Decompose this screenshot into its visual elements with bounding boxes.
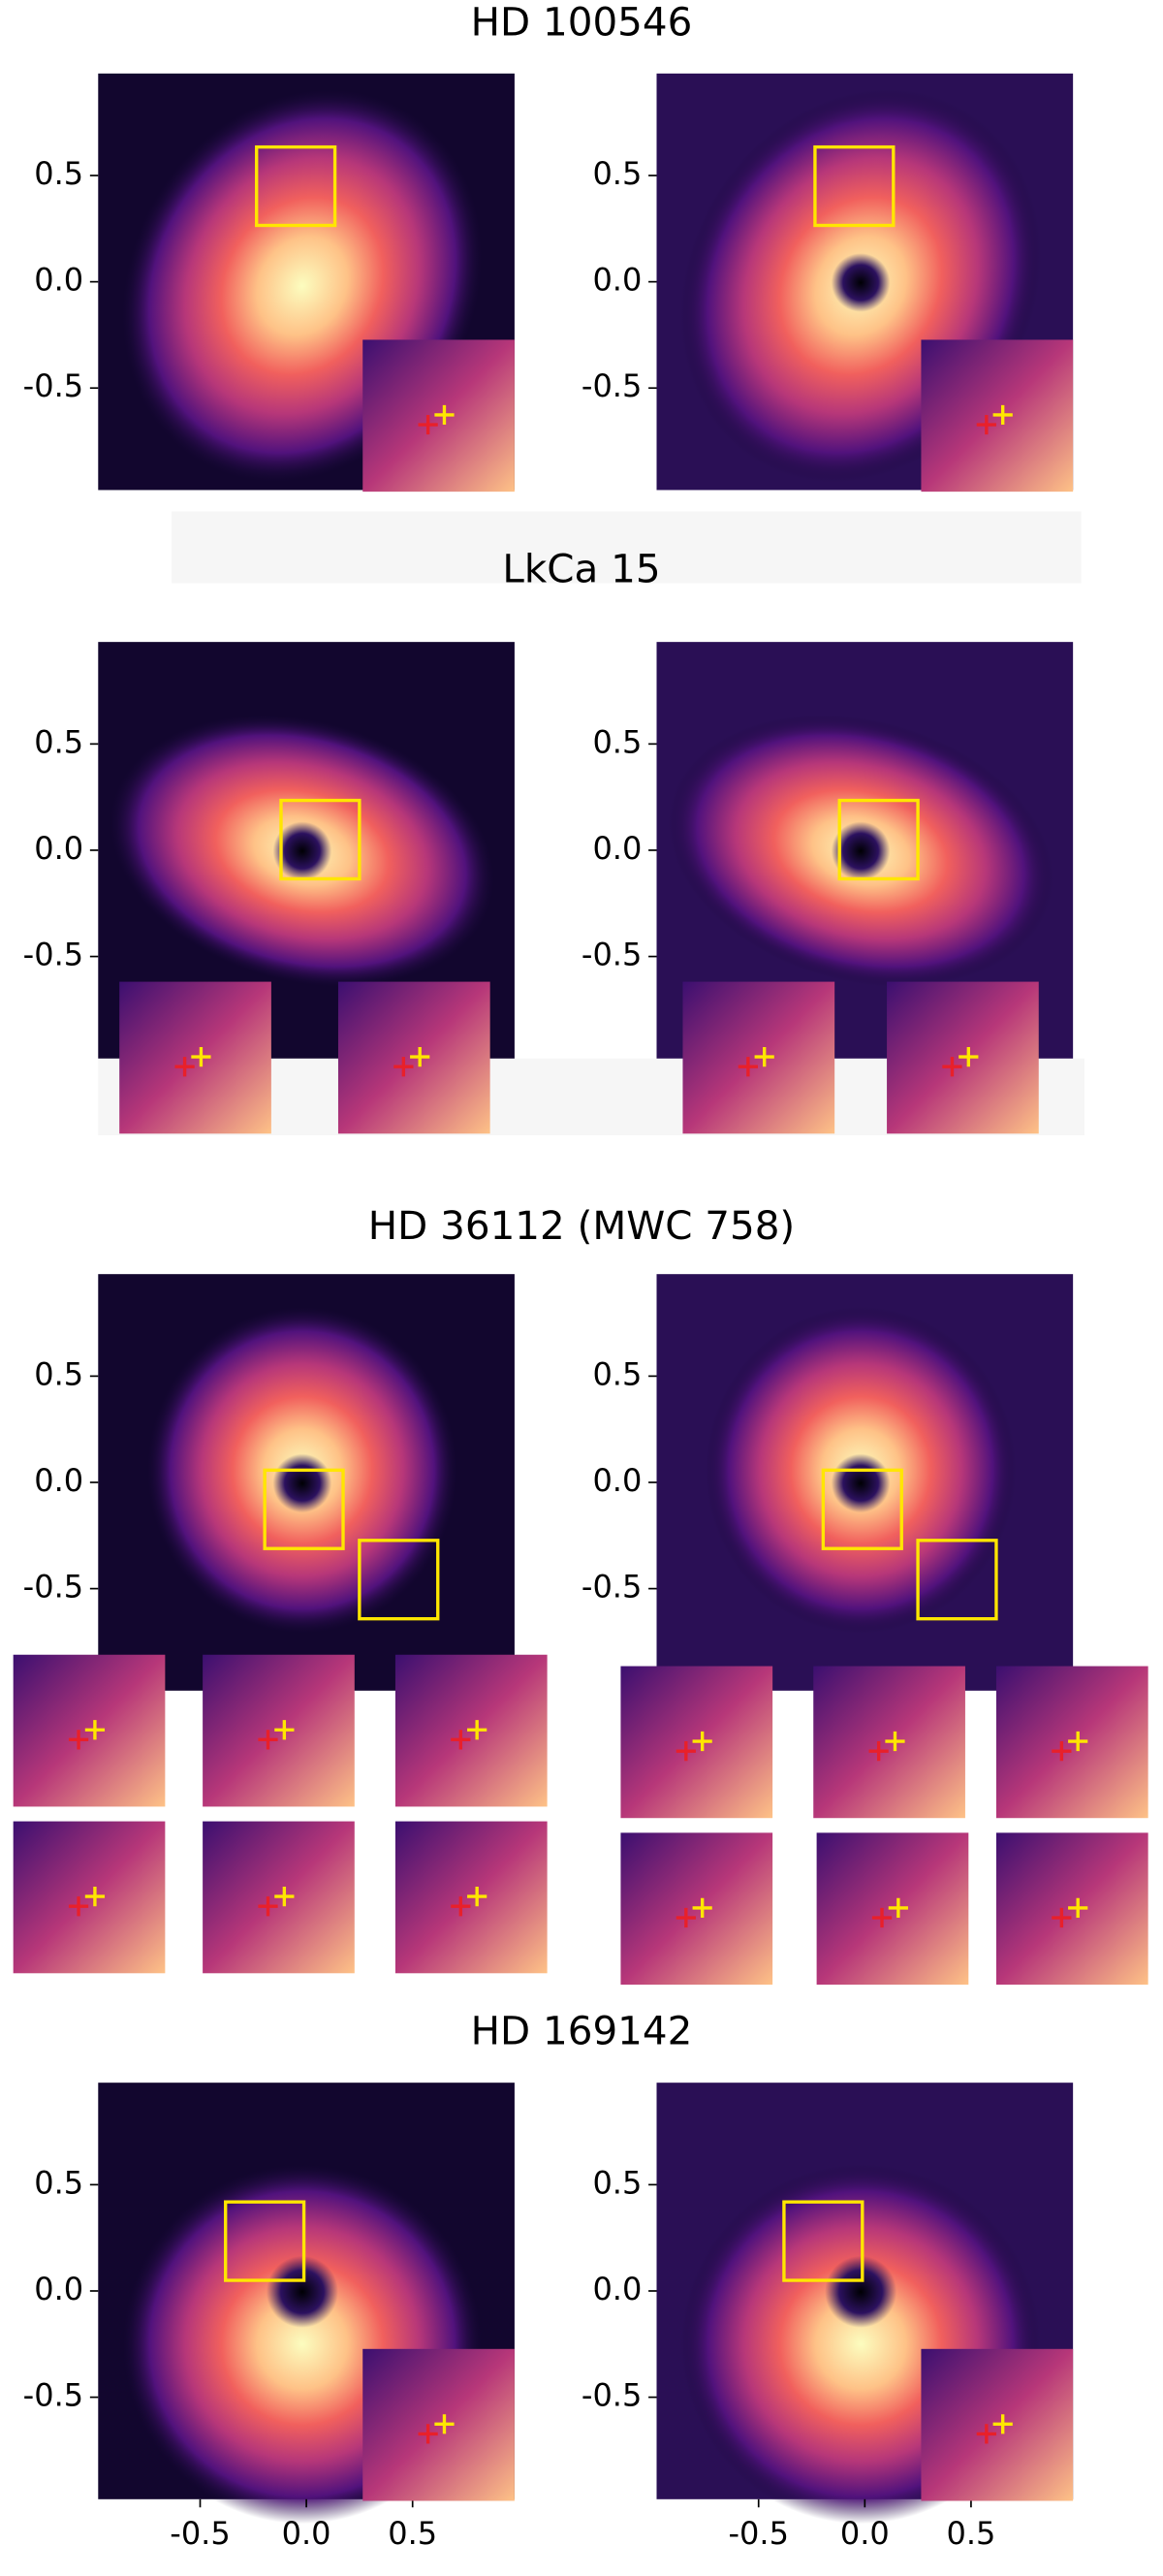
zoom-box: [255, 144, 337, 228]
marker-cross: [959, 1046, 979, 1067]
y-tick-label: -0.5: [23, 1569, 83, 1606]
marker-cross: [84, 1720, 106, 1740]
marker-cross: [676, 1907, 696, 1928]
marker-cross: [692, 1897, 712, 1919]
y-tick-label: 0.0: [592, 262, 642, 299]
x-tick-label: 0.0: [840, 2515, 890, 2552]
marker-cross: [754, 1046, 774, 1067]
band: [172, 511, 1082, 584]
marker-cross: [434, 2414, 455, 2434]
y-tick-label: 0.5: [592, 155, 642, 192]
y-tick-label: 0.5: [34, 155, 83, 192]
y-tick-label: -0.5: [23, 937, 83, 973]
marker-cross: [676, 1741, 696, 1762]
marker-cross: [191, 1046, 211, 1067]
zoom-box: [821, 1468, 903, 1550]
marker-cross: [888, 1897, 908, 1919]
marker-cross: [274, 1886, 295, 1907]
x-tick-label: 0.0: [282, 2515, 331, 2552]
x-tick-label: -0.5: [729, 2515, 789, 2552]
marker-cross: [885, 1731, 905, 1752]
marker-cross: [274, 1720, 295, 1740]
x-tick-label: 0.5: [946, 2515, 995, 2552]
marker-cross: [1052, 1741, 1072, 1762]
marker-cross: [1068, 1731, 1088, 1752]
y-tick-label: 0.0: [34, 262, 83, 299]
y-tick-label: 0.0: [592, 2271, 642, 2307]
y-tick-label: 0.5: [34, 1355, 83, 1392]
zoom-box: [358, 1539, 440, 1621]
y-tick-label: 0.0: [592, 830, 642, 867]
cavity: [272, 821, 332, 881]
marker-cross: [258, 1730, 278, 1750]
marker-cross: [418, 2424, 438, 2444]
zoom-box: [263, 1468, 345, 1550]
marker-cross: [976, 2424, 996, 2444]
panel-title: HD 169142: [471, 2008, 693, 2054]
y-tick-label: -0.5: [23, 367, 83, 404]
marker-cross: [451, 1896, 471, 1917]
y-tick-label: 0.5: [34, 723, 83, 760]
y-tick-label: 0.5: [592, 1355, 642, 1392]
x-tick-label: 0.5: [388, 2515, 437, 2552]
zoom-box: [837, 798, 920, 881]
marker-cross: [68, 1896, 89, 1917]
marker-cross: [467, 1720, 487, 1740]
y-tick-label: -0.5: [582, 367, 642, 404]
y-tick-label: -0.5: [582, 2377, 642, 2414]
y-tick-label: 0.5: [592, 723, 642, 760]
panel-title: HD 36112 (MWC 758): [368, 1202, 795, 1249]
marker-cross: [976, 414, 996, 435]
y-tick-label: 0.0: [34, 1462, 83, 1499]
marker-cross: [174, 1057, 195, 1077]
y-tick-label: 0.5: [34, 2164, 83, 2201]
zoom-box: [813, 144, 896, 228]
zoom-box: [224, 2200, 306, 2282]
marker-cross: [84, 1886, 106, 1907]
marker-cross: [868, 1741, 889, 1762]
marker-cross: [1068, 1897, 1088, 1919]
zoom-box: [279, 798, 361, 881]
marker-cross: [418, 414, 438, 435]
marker-cross: [410, 1046, 430, 1067]
marker-cross: [451, 1730, 471, 1750]
marker-cross: [871, 1907, 893, 1928]
cavity: [272, 1453, 332, 1513]
y-tick-label: -0.5: [23, 2377, 83, 2414]
marker-cross: [434, 404, 455, 426]
y-tick-label: 0.0: [34, 830, 83, 867]
zoom-box: [916, 1539, 998, 1621]
y-tick-label: 0.5: [592, 2164, 642, 2201]
cavity: [831, 1453, 891, 1513]
panel-title: HD 100546: [471, 0, 693, 45]
zoom-box: [782, 2200, 864, 2282]
marker-cross: [992, 2414, 1013, 2434]
marker-cross: [467, 1886, 487, 1907]
marker-cross: [1052, 1907, 1072, 1928]
cavity: [831, 821, 891, 881]
cavity: [825, 2255, 897, 2328]
marker-cross: [393, 1057, 414, 1077]
y-tick-label: -0.5: [582, 1569, 642, 1606]
marker-cross: [258, 1896, 278, 1917]
marker-cross: [68, 1730, 89, 1750]
cavity: [831, 253, 891, 312]
y-tick-label: -0.5: [582, 937, 642, 973]
marker-cross: [942, 1057, 962, 1077]
panel-title: LkCa 15: [502, 546, 660, 592]
y-tick-label: 0.0: [592, 1462, 642, 1499]
marker-cross: [692, 1731, 712, 1752]
marker-cross: [992, 404, 1013, 426]
marker-cross: [738, 1057, 758, 1077]
cavity: [266, 2255, 338, 2328]
x-tick-label: -0.5: [170, 2515, 230, 2552]
y-tick-label: 0.0: [34, 2271, 83, 2307]
